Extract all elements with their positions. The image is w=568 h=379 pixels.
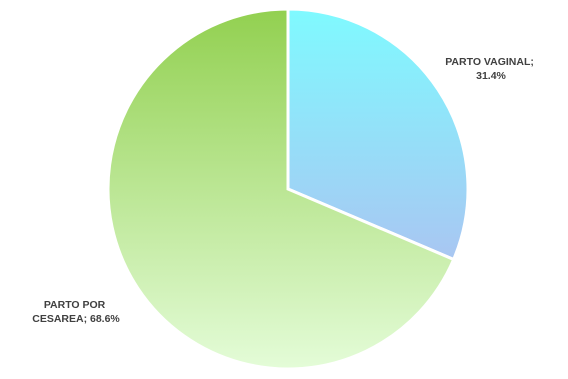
data-label-parto-vaginal: PARTO VAGINAL; 31.4% [445, 56, 537, 82]
data-label-parto-por-cesarea: PARTO POR CESAREA; 68.6% [32, 299, 120, 325]
data-label-parto-por-cesarea-line-2: CESAREA; 68.6% [32, 313, 120, 325]
data-label-parto-vaginal-line-1: PARTO VAGINAL; [445, 56, 534, 68]
data-label-parto-vaginal-line-2: 31.4% [476, 70, 506, 82]
data-label-parto-por-cesarea-line-1: PARTO POR [44, 299, 106, 311]
